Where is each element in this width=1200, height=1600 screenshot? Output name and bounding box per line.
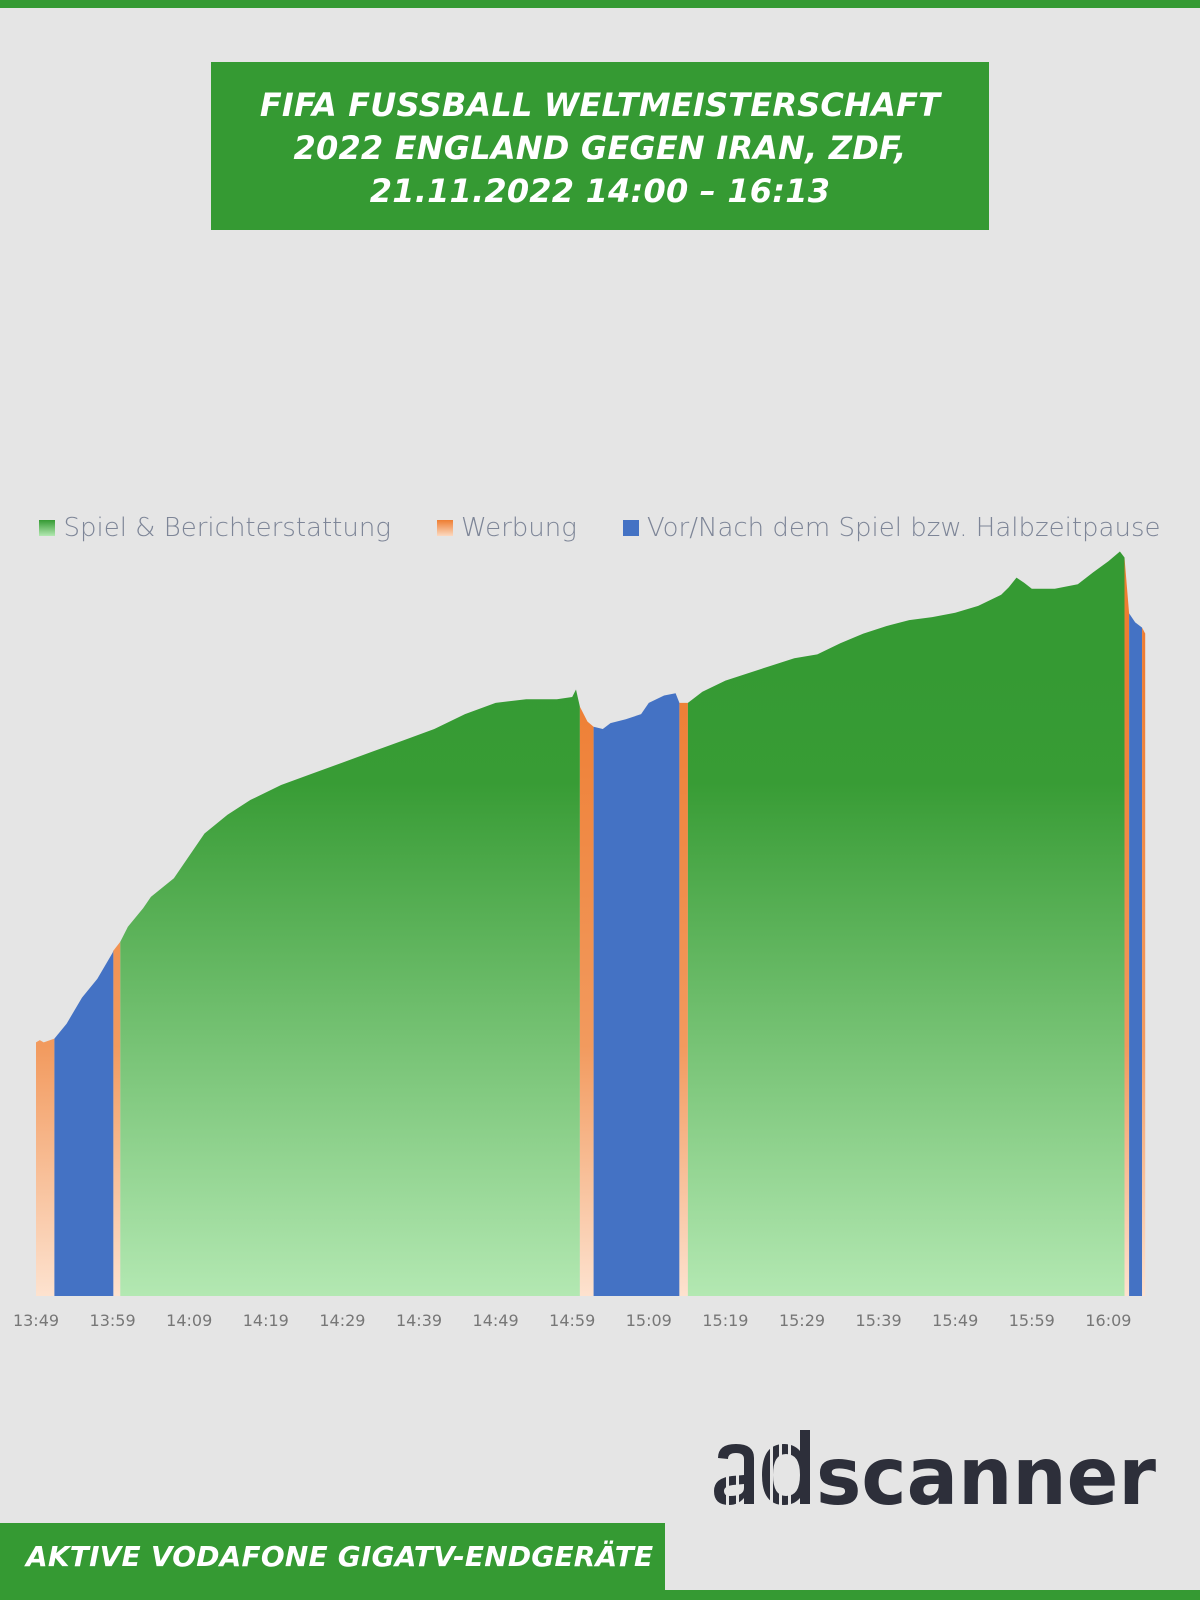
area-segment-prepost xyxy=(54,950,114,1296)
chart-areas xyxy=(36,551,1146,1296)
area-segment-ad xyxy=(1124,557,1130,1296)
area-segment-ad xyxy=(1142,627,1146,1296)
area-segment-ad xyxy=(36,1038,55,1296)
x-tick-label: 14:09 xyxy=(166,1311,212,1330)
legend-item-ad: Werbung xyxy=(436,513,577,543)
x-axis-ticks: 13:49 13:59 14:09 14:19 14:29 14:39 14:49 14:59… xyxy=(13,1311,1132,1330)
area-segment-prepost xyxy=(593,693,680,1296)
legend-swatch-prepost xyxy=(622,520,639,536)
bottom-accent-bar xyxy=(0,1590,1200,1600)
legend-item-game: Spiel & Berichterstattung xyxy=(39,513,391,543)
chart-legend: Spiel & Berichterstattung Werbung Vor/Na… xyxy=(0,511,1200,545)
logo-wordmark: scanner xyxy=(816,1430,1157,1508)
x-tick-label: 13:59 xyxy=(90,1311,136,1330)
footer-box: AKTIVE VODAFONE GIGATV-ENDGERÄTE xyxy=(0,1523,665,1590)
area-segment-prepost xyxy=(1129,613,1143,1296)
area-segment-game xyxy=(120,689,580,1296)
title-line-3: 21.11.2022 14:00 – 16:13 xyxy=(369,172,831,210)
x-tick-label: 15:19 xyxy=(702,1311,748,1330)
area-segment-ad xyxy=(113,941,121,1296)
legend-label-prepost: Vor/Nach dem Spiel bzw. Halbzeitpause xyxy=(646,513,1161,543)
title-line-2: 2022 ENGLAND GEGEN IRAN, ZDF, xyxy=(293,129,907,167)
adscanner-logo: scanner xyxy=(714,1430,1157,1508)
x-tick-label: 13:49 xyxy=(13,1311,59,1330)
chart-title-box: FIFA FUSSBALL WELTMEISTERSCHAFT 2022 ENG… xyxy=(211,62,989,230)
legend-swatch-game xyxy=(39,520,56,536)
legend-label-game: Spiel & Berichterstattung xyxy=(63,513,391,543)
x-tick-label: 14:29 xyxy=(319,1311,365,1330)
legend-label-ad: Werbung xyxy=(460,513,577,543)
x-tick-label: 14:49 xyxy=(473,1311,519,1330)
x-tick-label: 15:09 xyxy=(626,1311,672,1330)
x-tick-label: 15:59 xyxy=(1009,1311,1055,1330)
area-segment-ad xyxy=(679,702,688,1296)
x-tick-label: 14:19 xyxy=(243,1311,289,1330)
x-tick-label: 15:39 xyxy=(856,1311,902,1330)
x-tick-label: 14:59 xyxy=(549,1311,595,1330)
legend-swatch-ad xyxy=(436,520,453,536)
top-accent-bar xyxy=(0,0,1200,8)
area-chart: 13:49 13:59 14:09 14:19 14:29 14:39 14:49 14:59… xyxy=(13,551,1146,1330)
title-line-1: FIFA FUSSBALL WELTMEISTERSCHAFT xyxy=(259,86,941,124)
x-tick-label: 15:29 xyxy=(779,1311,825,1330)
area-segment-ad xyxy=(579,706,594,1296)
x-tick-label: 14:39 xyxy=(396,1311,442,1330)
legend-item-prepost: Vor/Nach dem Spiel bzw. Halbzeitpause xyxy=(622,513,1161,543)
x-tick-label: 15:49 xyxy=(932,1311,978,1330)
area-segment-game xyxy=(687,551,1125,1296)
footer-text: AKTIVE VODAFONE GIGATV-ENDGERÄTE xyxy=(26,1540,654,1573)
x-tick-label: 16:09 xyxy=(1085,1311,1131,1330)
